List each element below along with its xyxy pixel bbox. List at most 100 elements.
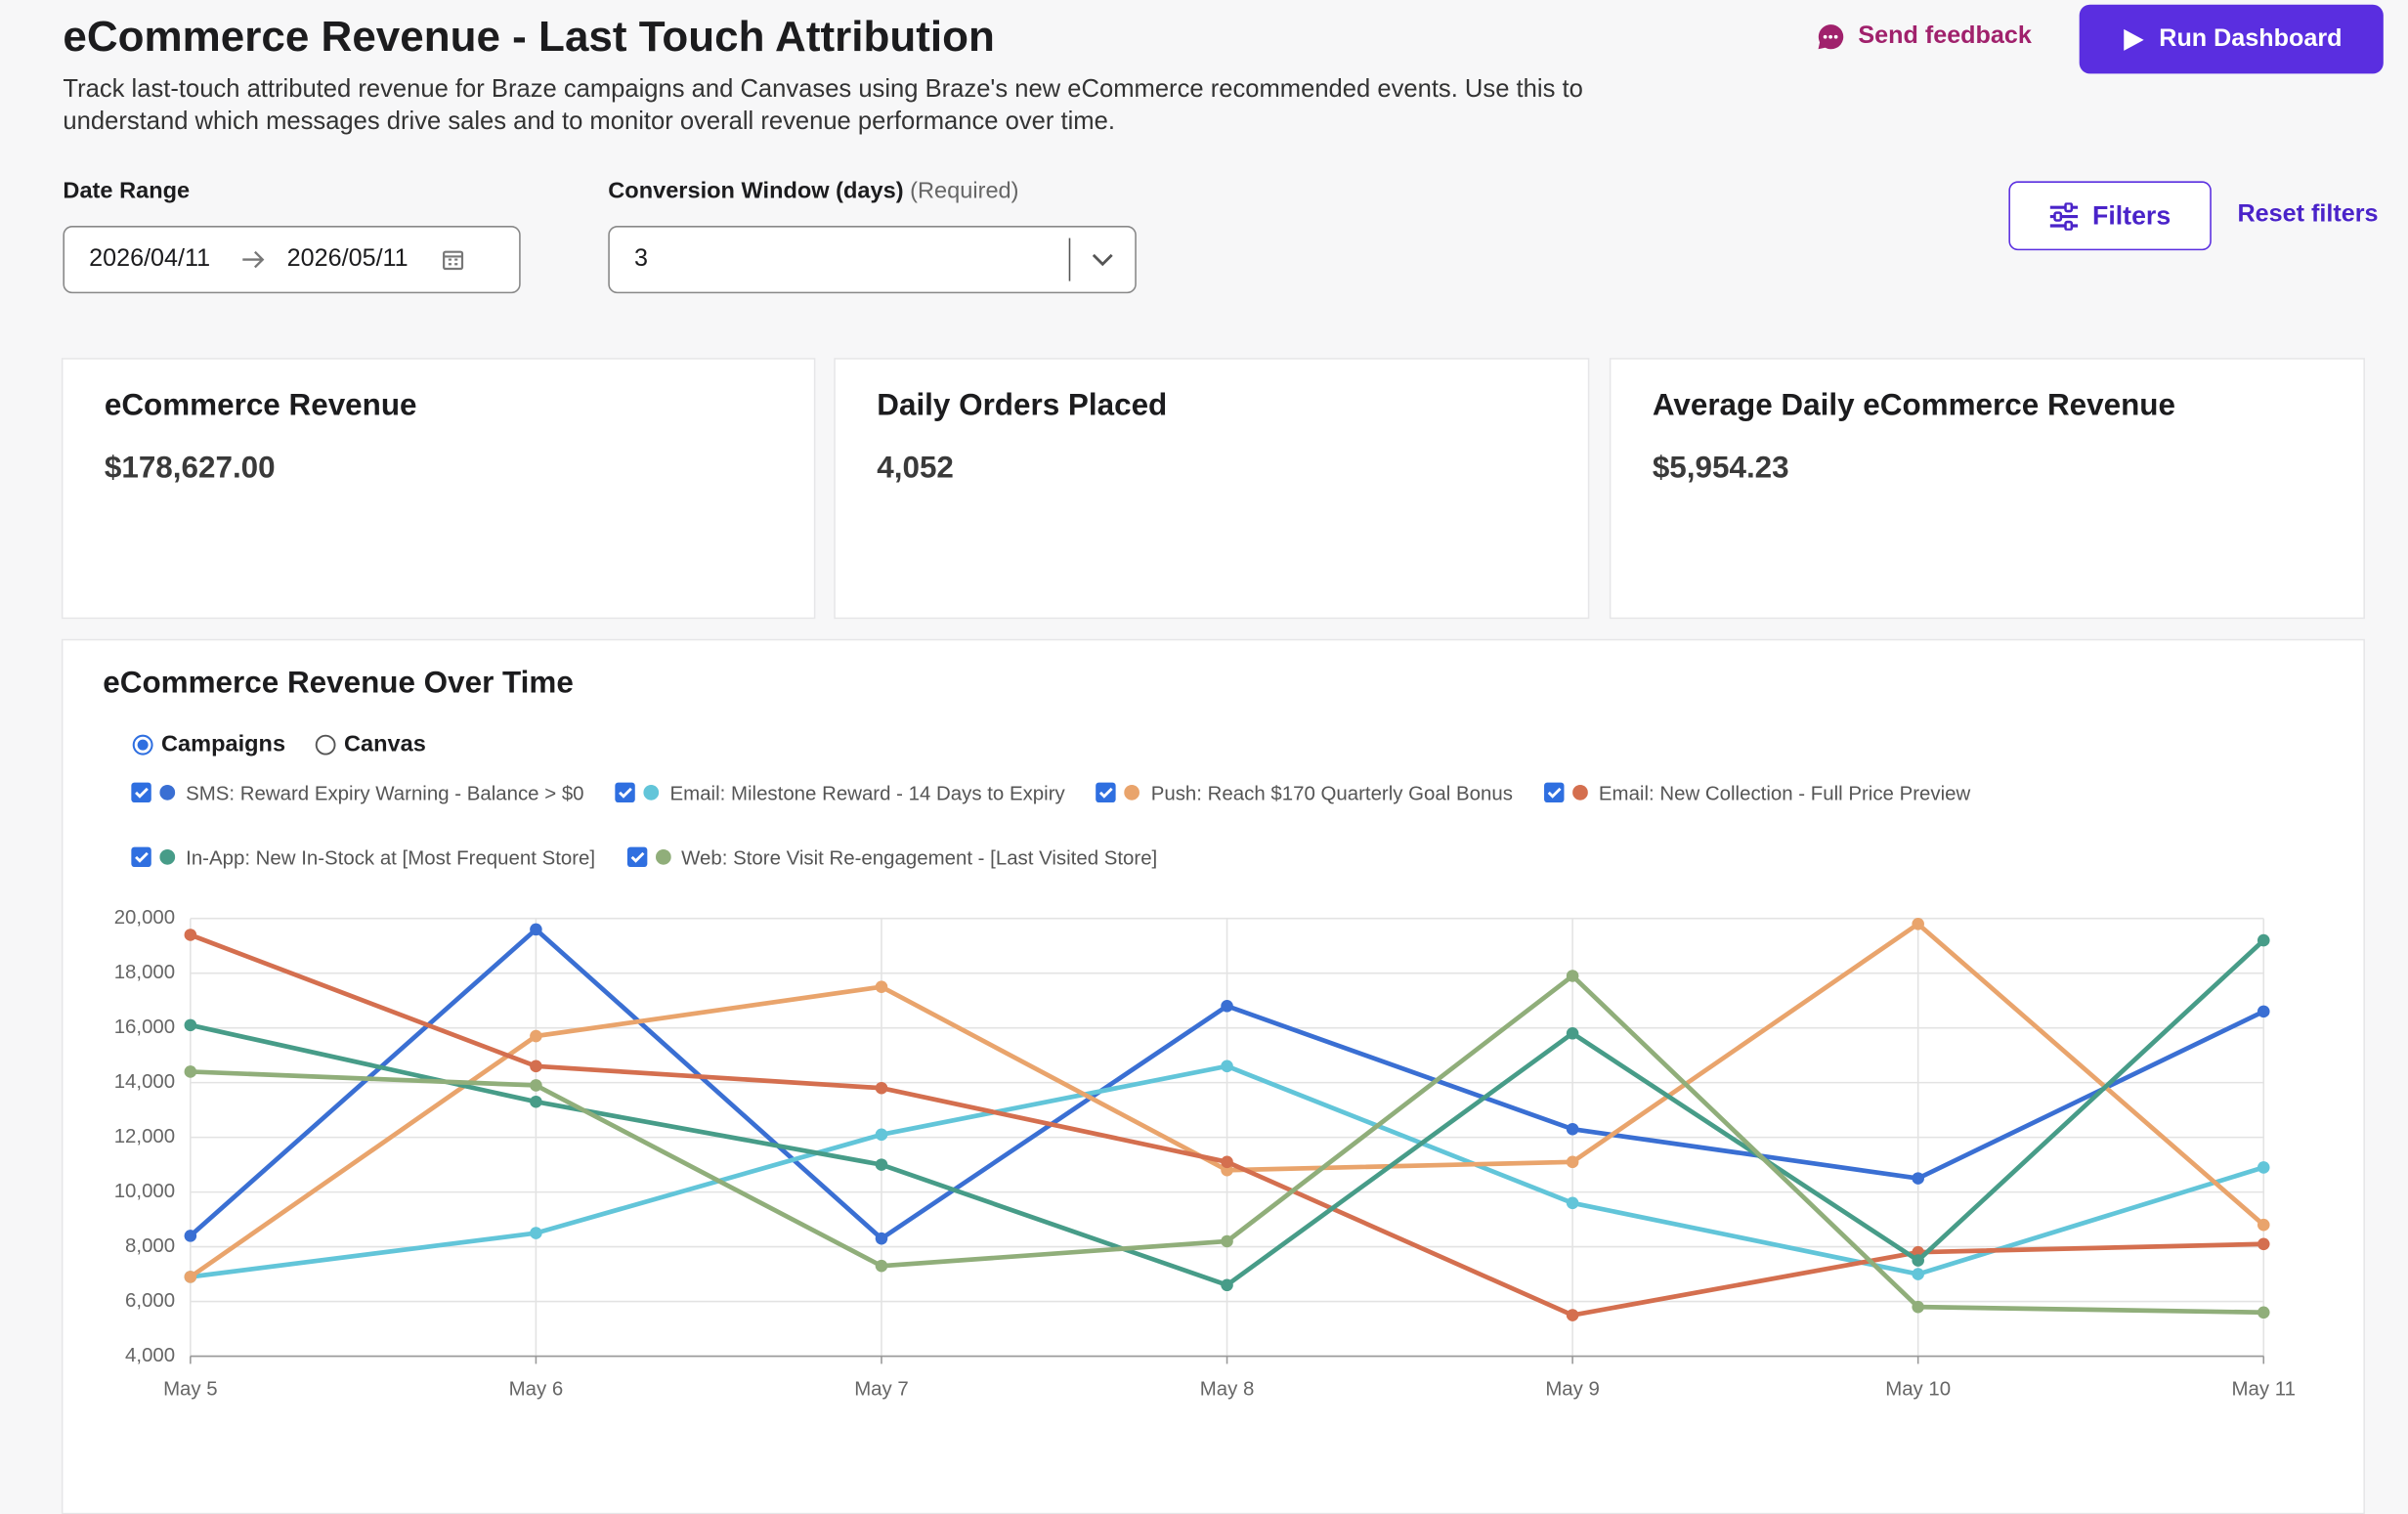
legend-item[interactable]: Email: Milestone Reward - 14 Days to Exp… bbox=[615, 777, 1065, 807]
conversion-window-value: 3 bbox=[633, 245, 648, 273]
data-point bbox=[1221, 1155, 1233, 1169]
data-point bbox=[2257, 1306, 2270, 1319]
kpi-card: Daily Orders Placed 4,052 bbox=[834, 358, 1590, 620]
chevron-icon bbox=[1092, 253, 1113, 267]
send-feedback-label: Send feedback bbox=[1858, 22, 2032, 50]
kpi-value: $5,954.23 bbox=[1652, 451, 1789, 486]
data-point bbox=[530, 1095, 542, 1108]
required-note: (Required) bbox=[910, 178, 1019, 204]
data-point bbox=[184, 1018, 197, 1032]
legend-marker bbox=[615, 782, 660, 803]
data-point bbox=[1912, 1254, 1924, 1267]
data-point bbox=[2257, 1218, 2270, 1232]
kpi-title: eCommerce Revenue bbox=[104, 388, 417, 423]
kpi-title: Daily Orders Placed bbox=[877, 388, 1168, 423]
data-point bbox=[875, 1259, 888, 1273]
legend-item[interactable]: Email: New Collection - Full Price Previ… bbox=[1543, 777, 1970, 807]
data-point bbox=[184, 1230, 197, 1242]
y-tick-label: 12,000 bbox=[114, 1126, 175, 1147]
end-date: 2026/05/11 bbox=[286, 245, 408, 273]
data-point bbox=[875, 1128, 888, 1142]
x-tick-label: May 10 bbox=[1885, 1379, 1951, 1401]
filters-icon bbox=[2050, 201, 2079, 230]
data-point bbox=[1566, 1026, 1579, 1040]
radio-label: Canvas bbox=[343, 730, 426, 757]
legend-marker bbox=[1544, 782, 1588, 803]
data-point bbox=[875, 1158, 888, 1171]
legend-label: SMS: Reward Expiry Warning - Balance > $… bbox=[186, 781, 584, 804]
data-point bbox=[1912, 1268, 1924, 1280]
page-title: eCommerce Revenue - Last Touch Attributi… bbox=[63, 12, 995, 61]
data-point bbox=[875, 1081, 888, 1095]
legend-item[interactable]: Push: Reach $170 Quarterly Goal Bonus bbox=[1096, 777, 1513, 807]
x-tick-label: May 6 bbox=[509, 1379, 564, 1401]
legend-label: Push: Reach $170 Quarterly Goal Bonus bbox=[1150, 781, 1513, 804]
run-dashboard-button[interactable]: Run Dashboard bbox=[2079, 4, 2384, 74]
legend-label: In-App: New In-Stock at [Most Frequent S… bbox=[186, 845, 596, 869]
legend-marker bbox=[1096, 782, 1140, 803]
data-point bbox=[1221, 1278, 1233, 1292]
data-point bbox=[1912, 1300, 1924, 1314]
radio-canvas[interactable]: Canvas bbox=[315, 731, 426, 757]
x-tick-label: May 7 bbox=[854, 1379, 909, 1401]
data-point bbox=[530, 1079, 542, 1092]
legend-item[interactable]: In-App: New In-Stock at [Most Frequent S… bbox=[131, 842, 596, 872]
date-range-input[interactable]: 2026/04/11 2026/05/11 bbox=[63, 225, 521, 294]
data-point bbox=[1566, 1196, 1579, 1210]
kpi-title: Average Daily eCommerce Revenue bbox=[1652, 388, 2175, 423]
chart-card bbox=[61, 638, 2365, 1514]
y-tick-label: 4,000 bbox=[125, 1345, 175, 1366]
data-point bbox=[1566, 1155, 1579, 1169]
legend-label: Email: New Collection - Full Price Previ… bbox=[1598, 781, 1971, 804]
data-point bbox=[2257, 1005, 2270, 1018]
data-point bbox=[1912, 918, 1924, 930]
data-point bbox=[2257, 1237, 2270, 1251]
data-point bbox=[530, 1227, 542, 1239]
description: Track last-touch attributed revenue for … bbox=[63, 74, 1583, 136]
legend-label: Email: Milestone Reward - 14 Days to Exp… bbox=[669, 781, 1065, 804]
legend-marker bbox=[131, 846, 176, 868]
data-point bbox=[530, 923, 542, 936]
conversion-window-select[interactable]: 3 bbox=[608, 225, 1137, 294]
legend-item[interactable]: Web: Store Visit Re-engagement - [Last V… bbox=[626, 842, 1158, 872]
legend-label: Web: Store Visit Re-engagement - [Last V… bbox=[681, 845, 1158, 869]
data-point bbox=[1566, 1309, 1579, 1321]
legend-item[interactable]: SMS: Reward Expiry Warning - Balance > $… bbox=[131, 777, 584, 807]
data-point bbox=[1221, 1060, 1233, 1073]
arrow-icon bbox=[242, 250, 265, 269]
date-range-label: Date Range bbox=[63, 178, 191, 204]
data-point bbox=[1566, 1122, 1579, 1136]
select-divider bbox=[1068, 238, 1071, 281]
data-point bbox=[1221, 1234, 1233, 1248]
x-tick-label: May 11 bbox=[2232, 1379, 2296, 1401]
send-feedback[interactable]: Send feedback bbox=[1815, 22, 2032, 52]
data-point bbox=[875, 1232, 888, 1245]
data-point bbox=[2257, 1161, 2270, 1174]
data-point bbox=[184, 1065, 197, 1078]
y-tick-label: 14,000 bbox=[114, 1071, 175, 1093]
kpi-card: Average Daily eCommerce Revenue $5,954.2… bbox=[1609, 358, 2365, 620]
kpi-card: eCommerce Revenue $178,627.00 bbox=[61, 358, 816, 620]
data-point bbox=[1566, 970, 1579, 982]
legend-marker bbox=[131, 782, 176, 803]
filters-label: Filters bbox=[2092, 200, 2172, 230]
data-point bbox=[875, 980, 888, 993]
kpi-value: 4,052 bbox=[877, 451, 954, 486]
filters-button[interactable]: Filters bbox=[2008, 181, 2212, 251]
radio-unchecked bbox=[315, 733, 336, 755]
feedback-icon bbox=[1818, 24, 1844, 50]
run-label: Run Dashboard bbox=[2159, 24, 2343, 52]
reset-filters[interactable]: Reset filters bbox=[2237, 200, 2379, 228]
y-tick-label: 18,000 bbox=[114, 962, 175, 983]
legend: SMS: Reward Expiry Warning - Balance > $… bbox=[131, 777, 2036, 872]
data-point bbox=[530, 1060, 542, 1073]
radio-campaigns[interactable]: Campaigns bbox=[132, 731, 285, 757]
chart-title: eCommerce Revenue Over Time bbox=[103, 666, 574, 701]
x-tick-label: May 9 bbox=[1545, 1379, 1600, 1401]
y-tick-label: 10,000 bbox=[114, 1181, 175, 1202]
data-point bbox=[530, 1029, 542, 1043]
